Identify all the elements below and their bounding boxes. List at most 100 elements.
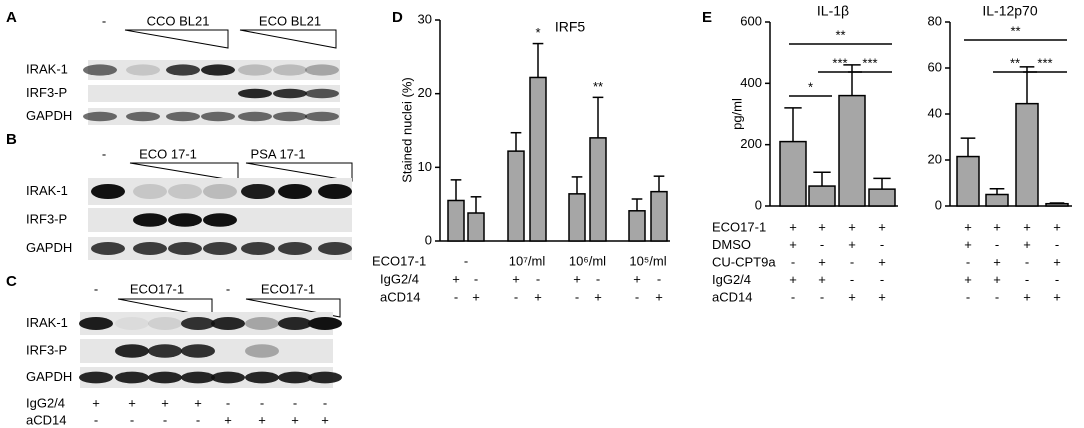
chart-title: IL-12p70 xyxy=(982,3,1037,19)
blot-row-label: IRF3-P xyxy=(26,85,67,100)
significance-label: ** xyxy=(1010,23,1020,38)
bar xyxy=(985,193,1009,207)
blot-header: - xyxy=(226,281,230,296)
condition-value: + xyxy=(194,395,202,410)
group-label: 10⁶/ml xyxy=(569,253,606,268)
condition-value: - xyxy=(196,412,200,427)
condition-value: + xyxy=(964,219,972,234)
blot-band xyxy=(79,371,113,384)
blot-band xyxy=(83,111,117,122)
blot-strip xyxy=(88,85,340,102)
blot-band xyxy=(115,344,149,358)
condition-value: + xyxy=(964,237,972,252)
condition-value: + xyxy=(993,219,1001,234)
bar xyxy=(956,155,980,207)
blot-row-label: IRAK-1 xyxy=(26,61,68,76)
blot-header: ECO17-1 xyxy=(261,281,315,296)
condition-value: + xyxy=(1053,254,1061,269)
gradient-triangle xyxy=(245,162,353,182)
blot-band xyxy=(308,371,342,384)
bar xyxy=(467,212,485,242)
blot-band xyxy=(318,242,352,255)
bar xyxy=(568,193,586,242)
gradient-triangle xyxy=(124,29,229,49)
y-tick-label: 10 xyxy=(418,159,432,174)
gradient-triangle xyxy=(129,162,239,182)
gradient-triangle xyxy=(117,298,213,318)
y-axis-label: pg/ml xyxy=(729,98,744,130)
y-tick-label: 30 xyxy=(418,11,432,26)
blot-band xyxy=(166,64,200,76)
y-tick-label: 20 xyxy=(928,151,942,166)
condition-value: - xyxy=(536,271,540,286)
significance-label: *** xyxy=(832,55,847,70)
blot-band xyxy=(79,317,113,330)
bar xyxy=(589,137,607,242)
condition-label: aCD14 xyxy=(380,289,420,304)
condition-value: - xyxy=(1025,272,1029,287)
condition-value: + xyxy=(818,219,826,234)
significance-label: * xyxy=(535,25,540,40)
condition-value: - xyxy=(1055,237,1059,252)
blot-band xyxy=(168,183,202,200)
blot-band xyxy=(203,213,237,227)
condition-value: + xyxy=(848,289,856,304)
condition-value: + xyxy=(878,254,886,269)
blot-row-label: GAPDH xyxy=(26,369,72,384)
condition-label: IgG2/4 xyxy=(712,272,751,287)
blot-band xyxy=(305,64,339,76)
blot-band xyxy=(245,317,279,330)
blot-band xyxy=(115,371,149,384)
blot-header: - xyxy=(94,281,98,296)
y-tick-label: 40 xyxy=(928,105,942,120)
condition-value: + xyxy=(1053,289,1061,304)
blot-band xyxy=(203,242,237,255)
blot-band xyxy=(181,344,215,358)
panel-label: E xyxy=(702,9,712,26)
blot-band xyxy=(148,371,182,384)
blot-header: ECO17-1 xyxy=(130,281,184,296)
blot-band xyxy=(201,64,235,76)
blot-band xyxy=(133,242,167,255)
y-axis-label: Stained nuclei (%) xyxy=(399,77,414,183)
y-tick-label: 80 xyxy=(928,13,942,28)
condition-value: - xyxy=(880,272,884,287)
condition-value: - xyxy=(474,271,478,286)
chart-title: IRF5 xyxy=(555,19,586,35)
blot-band xyxy=(241,183,275,200)
blot-band xyxy=(273,111,307,122)
condition-value: + xyxy=(1023,237,1031,252)
blot-band xyxy=(126,64,160,76)
condition-value: + xyxy=(848,237,856,252)
bar xyxy=(628,210,646,242)
condition-value: - xyxy=(454,289,458,304)
condition-value: - xyxy=(880,237,884,252)
blot-band xyxy=(273,64,307,76)
blot-band xyxy=(245,344,279,358)
condition-value: + xyxy=(594,289,602,304)
blot-band xyxy=(91,242,125,255)
bar xyxy=(447,199,465,242)
blot-header: CCO BL21 xyxy=(147,13,210,28)
gradient-triangle xyxy=(239,29,337,49)
blot-band xyxy=(181,371,215,384)
bar xyxy=(529,76,547,242)
group-label: 10⁷/ml xyxy=(509,253,546,268)
group-label: - xyxy=(464,253,468,268)
condition-value: + xyxy=(534,289,542,304)
condition-value: - xyxy=(791,289,795,304)
blot-band xyxy=(211,371,245,384)
condition-value: - xyxy=(94,412,98,427)
condition-label: aCD14 xyxy=(712,289,752,304)
blot-header: ECO BL21 xyxy=(259,13,321,28)
condition-value: - xyxy=(514,289,518,304)
condition-value: - xyxy=(260,395,264,410)
significance-label: ** xyxy=(835,27,845,42)
blot-band xyxy=(168,213,202,227)
bar xyxy=(779,140,807,207)
condition-value: + xyxy=(161,395,169,410)
condition-value: + xyxy=(789,237,797,252)
blot-header: PSA 17-1 xyxy=(251,146,306,161)
condition-value: - xyxy=(995,237,999,252)
